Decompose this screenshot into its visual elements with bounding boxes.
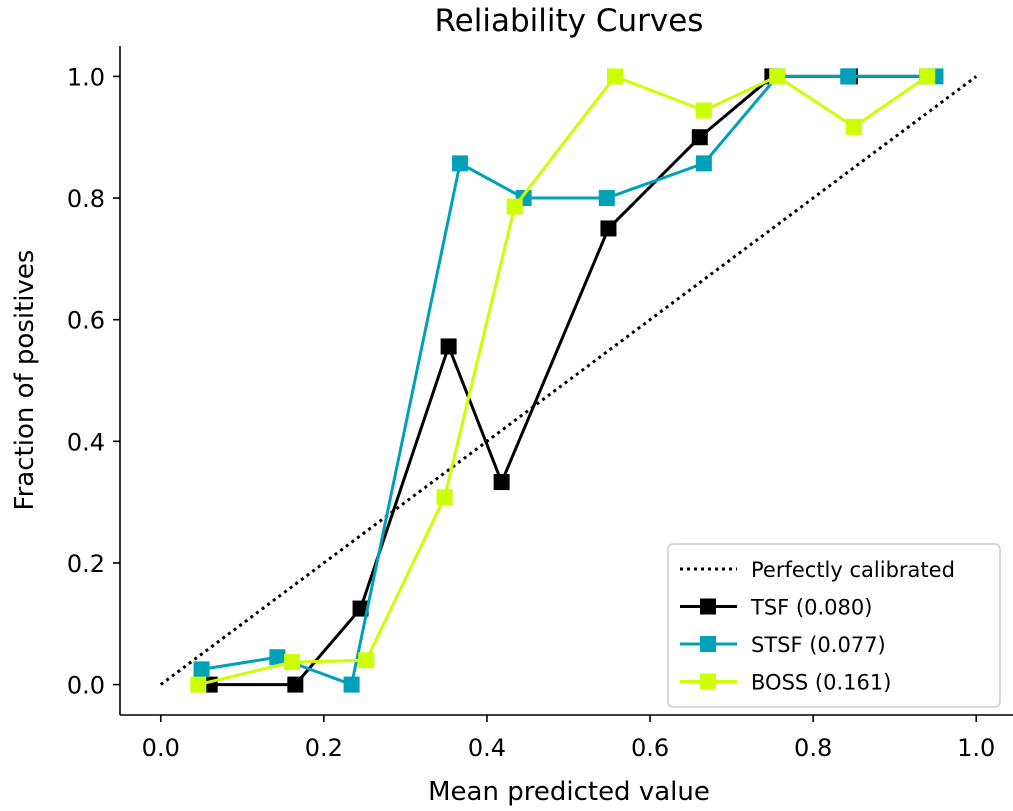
legend-label: BOSS (0.161): [751, 671, 891, 695]
data-point: [606, 68, 623, 85]
legend-entry: TSF (0.080): [680, 596, 872, 620]
data-point: [343, 676, 360, 693]
legend-entry: BOSS (0.161): [680, 671, 891, 695]
data-point: [695, 102, 712, 119]
data-point: [436, 489, 453, 506]
data-point: [358, 652, 375, 669]
legend: Perfectly calibrated TSF (0.080) STSF (0.0…: [667, 543, 1001, 708]
x-tick-label: 0.2: [305, 734, 343, 762]
data-point: [845, 118, 862, 135]
y-tick-label: 0.6: [67, 307, 105, 335]
series-line: [197, 74, 929, 687]
data-point: [440, 338, 457, 355]
y-axis-title: Fraction of positives: [10, 250, 40, 511]
series-1: [193, 68, 944, 693]
data-point: [284, 654, 301, 671]
plot-area: [159, 68, 978, 693]
x-tick-label: 1.0: [957, 734, 995, 762]
reference-line: [159, 75, 978, 686]
series-line: [201, 74, 936, 687]
legend-label: STSF (0.077): [751, 633, 886, 657]
legend-marker: [700, 673, 716, 690]
data-point: [493, 474, 510, 491]
legend-marker: [700, 636, 716, 652]
series-2: [190, 68, 936, 693]
y-tick-label: 0.4: [67, 428, 105, 456]
axes: 0.0 0.2 0.4 0.6 0.8 1.0 0.0 0.2 0.4 0.6 0.8 1.0: [67, 46, 1013, 762]
data-point: [919, 68, 936, 85]
x-axis-title: Mean predicted value: [428, 777, 710, 807]
data-point: [352, 600, 369, 617]
legend-label: Perfectly calibrated: [751, 558, 955, 582]
y-tick-label: 0.8: [67, 185, 105, 213]
data-point: [269, 649, 286, 666]
data-point: [506, 198, 523, 215]
legend-entry: Perfectly calibrated: [680, 558, 955, 582]
legend-marker: [700, 598, 716, 615]
x-tick-label: 0.4: [468, 734, 506, 762]
data-point: [452, 155, 469, 172]
data-point: [598, 190, 615, 207]
legend-frame: [667, 543, 1001, 708]
legend-entry: STSF (0.077): [680, 633, 886, 657]
data-point: [600, 220, 617, 237]
x-tick-label: 0.8: [794, 734, 832, 762]
chart-title: Reliability Curves: [435, 3, 704, 39]
x-tick-label: 0.0: [142, 734, 180, 762]
data-point: [193, 661, 210, 678]
data-point: [287, 676, 304, 693]
y-tick-label: 0.0: [67, 672, 105, 700]
data-point: [190, 676, 207, 693]
legend-label: TSF (0.080): [750, 596, 872, 620]
x-tick-label: 0.6: [631, 734, 669, 762]
data-point: [691, 129, 708, 146]
y-tick-label: 1.0: [67, 63, 105, 91]
data-point: [840, 68, 857, 85]
data-point: [695, 155, 712, 172]
y-tick-label: 0.2: [67, 550, 105, 578]
data-point: [769, 68, 786, 85]
